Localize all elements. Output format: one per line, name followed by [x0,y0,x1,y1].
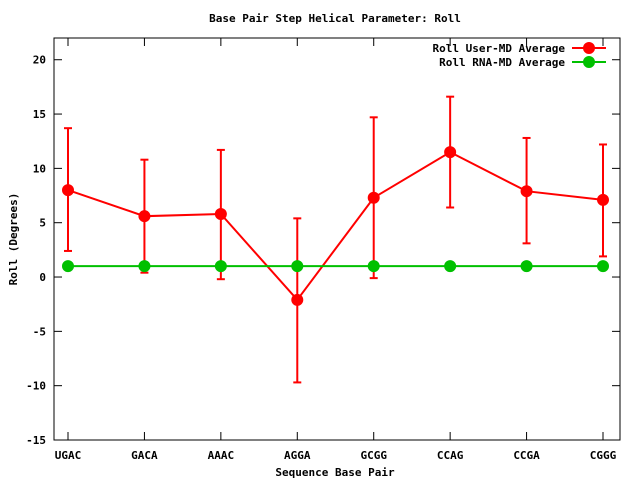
x-tick-label: GCGG [360,449,387,462]
x-tick-label: AAAC [208,449,235,462]
plot-border [53,37,621,441]
data-point [291,260,304,273]
data-point [138,260,151,273]
data-point [62,184,74,197]
y-tick-label: -15 [26,434,46,447]
y-tick-label: -5 [33,325,46,338]
legend-marker-rna-md [583,56,595,68]
x-tick-label: CCGA [513,449,540,462]
series-0 [62,95,609,384]
data-point [597,193,609,206]
y-axis-label: Roll (Degrees) [7,193,20,286]
x-axis: UGAC GACA AAAC AGGA GCGG CCAG CCGA CGGG [55,38,617,462]
chart-title: Base Pair Step Helical Parameter: Roll [209,12,461,25]
legend-label-user-md: Roll User-MD Average [433,42,566,55]
data-point [214,208,227,221]
legend-label-rna-md: Roll RNA-MD Average [439,56,565,69]
data-point [291,293,304,306]
x-tick-label: CCAG [437,449,464,462]
data-point [444,146,457,159]
x-tick-label: GACA [131,449,158,462]
data-point [214,260,227,273]
x-tick-label: AGGA [284,449,311,462]
legend: Roll User-MD Average Roll RNA-MD Average [433,42,606,69]
y-axis: -15 -10 -5 0 5 10 15 20 [26,54,620,447]
series-line [67,150,604,302]
y-tick-label: 10 [33,162,46,175]
x-tick-label: CGGG [590,449,617,462]
data-point [597,260,609,273]
legend-marker-user-md [583,42,595,54]
series-layer [62,95,609,384]
data-point [367,260,380,273]
data-point [520,260,533,273]
data-point [138,210,151,223]
data-point [367,191,380,204]
y-tick-label: 15 [33,108,46,121]
y-tick-label: 0 [39,271,46,284]
data-point [520,185,533,198]
y-tick-label: -10 [26,380,46,393]
x-axis-label: Sequence Base Pair [275,466,395,479]
y-tick-label: 20 [33,54,46,67]
data-point [62,260,74,273]
y-tick-label: 5 [39,217,46,230]
x-tick-label: UGAC [55,449,82,462]
data-point [444,260,457,273]
series-1 [62,260,609,273]
